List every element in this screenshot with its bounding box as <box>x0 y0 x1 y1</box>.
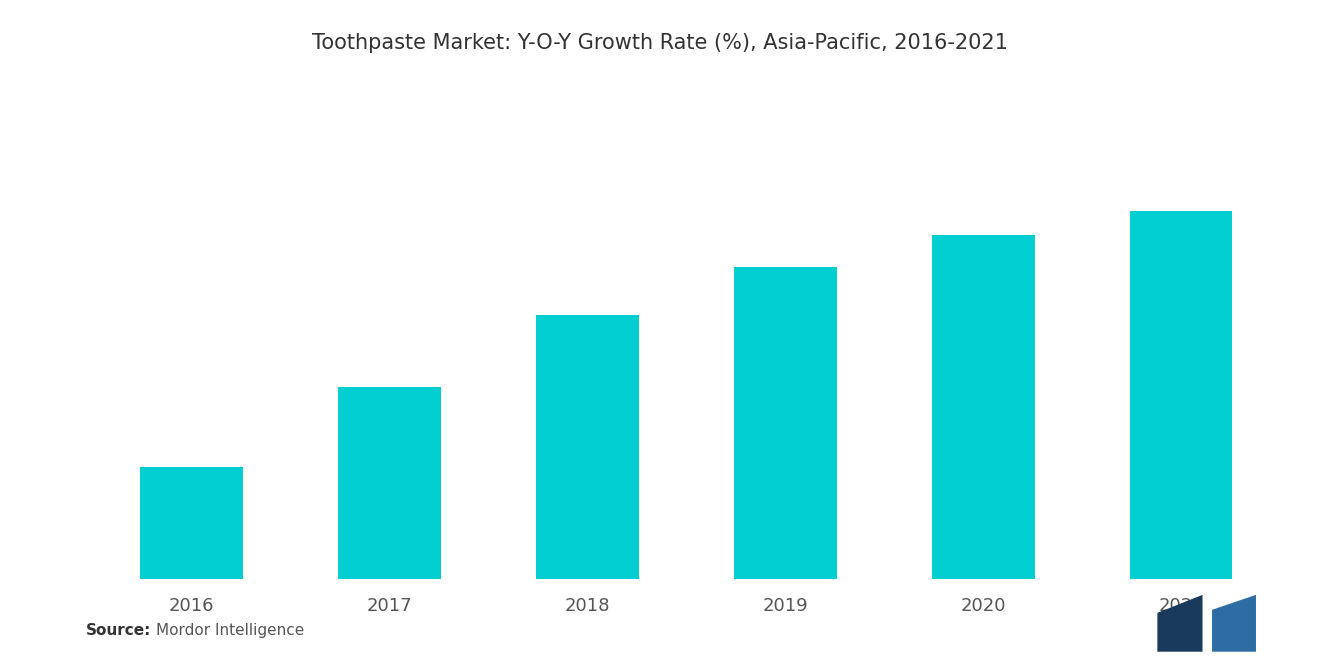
Bar <box>338 387 441 579</box>
Text: Source:: Source: <box>86 623 152 638</box>
Bar <box>734 267 837 579</box>
Text: Toothpaste Market: Y-O-Y Growth Rate (%), Asia-Pacific, 2016-2021: Toothpaste Market: Y-O-Y Growth Rate (%)… <box>312 33 1008 53</box>
Bar <box>1130 211 1233 579</box>
Bar <box>140 467 243 579</box>
Bar <box>536 315 639 579</box>
Text: Mordor Intelligence: Mordor Intelligence <box>156 623 304 638</box>
Bar <box>932 235 1035 579</box>
